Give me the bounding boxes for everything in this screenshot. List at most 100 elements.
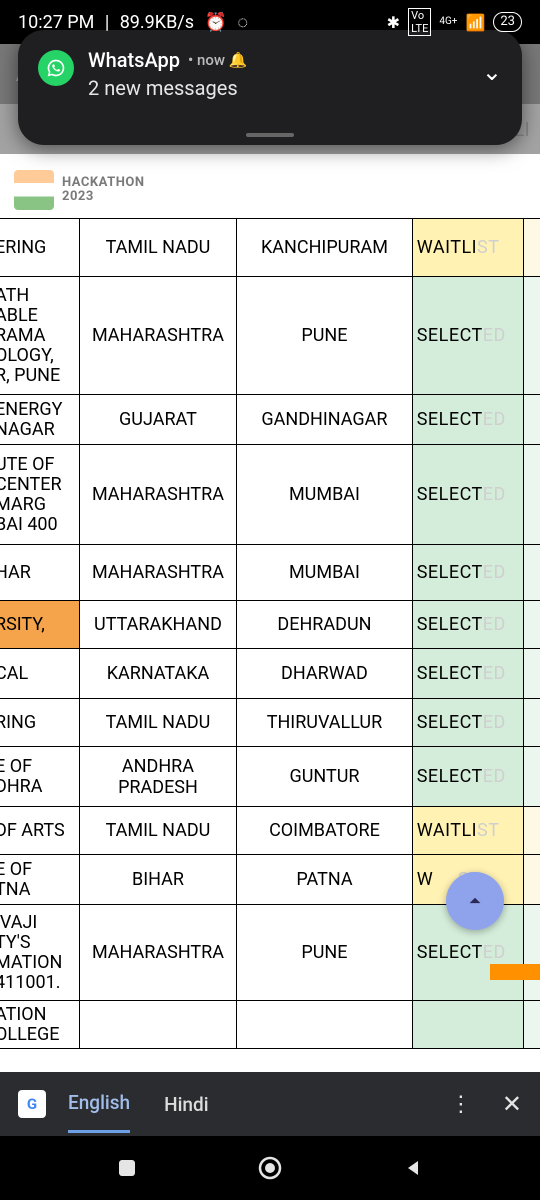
sih-header: HACKATHON 2023	[0, 162, 540, 218]
stripe-cell	[523, 545, 540, 601]
city-cell: PATNA	[237, 855, 413, 905]
status-cell: SELECTED	[412, 649, 523, 699]
table-row: UTE OFCENTERMARGBAI 400MAHARASHTRAMUMBAI…	[0, 445, 540, 545]
state-cell	[79, 1001, 236, 1049]
android-nav-bar	[0, 1136, 540, 1200]
status-time: 10:27 PM	[18, 12, 94, 33]
stripe-cell	[523, 1001, 540, 1049]
whatsapp-status-icon: ◌	[233, 12, 248, 33]
stripe-cell	[523, 807, 540, 855]
city-cell: THIRUVALLUR	[237, 699, 413, 747]
status-netspeed: 89.9KB/s	[120, 12, 194, 33]
status-cell	[412, 1001, 523, 1049]
status-cell: SELECTED	[412, 395, 523, 445]
table-row: HARMAHARASHTRAMUMBAISELECTED	[0, 545, 540, 601]
state-cell: TAMIL NADU	[79, 219, 236, 277]
lang-hindi[interactable]: Hindi	[164, 1093, 208, 1116]
battery-level: 23	[493, 12, 522, 32]
city-cell: COIMBATORE	[237, 807, 413, 855]
stripe-cell	[523, 601, 540, 649]
city-cell: PUNE	[237, 277, 413, 395]
city-cell: KANCHIPURAM	[237, 219, 413, 277]
status-cell: SELECTED	[412, 699, 523, 747]
notif-app-name: WhatsApp	[88, 48, 180, 72]
state-cell: GUJARAT	[79, 395, 236, 445]
stripe-cell	[523, 747, 540, 807]
results-table-viewport[interactable]: ERINGTAMIL NADUKANCHIPURAMWAITLISTATHABL…	[0, 218, 540, 1072]
table-row: CALKARNATAKADHARWADSELECTED	[0, 649, 540, 699]
state-cell: BIHAR	[79, 855, 236, 905]
city-cell: PUNE	[237, 905, 413, 1001]
institute-cell: RING	[0, 699, 79, 747]
state-cell: MAHARASHTRA	[79, 905, 236, 1001]
status-cell: WAITLIST	[412, 219, 523, 277]
stripe-cell	[523, 649, 540, 699]
institute-cell: UTE OFCENTERMARGBAI 400	[0, 445, 79, 545]
institute-cell: DF ARTS	[0, 807, 79, 855]
table-row: ATIONOLLEGE	[0, 1001, 540, 1049]
status-cell: SELECTED	[412, 277, 523, 395]
institute-cell: CAL	[0, 649, 79, 699]
institute-cell: RSITY,	[0, 601, 79, 649]
state-cell: MAHARASHTRA	[79, 545, 236, 601]
expand-chevron-icon[interactable]: ⌄	[482, 58, 502, 86]
status-cell: SELECTED	[412, 601, 523, 649]
state-cell: UTTARAKHAND	[79, 601, 236, 649]
scroll-top-fab[interactable]	[446, 872, 504, 930]
table-row: ERINGTAMIL NADUKANCHIPURAMWAITLIST	[0, 219, 540, 277]
android-status-bar: 10:27 PM | 89.9KB/s ⏰ ◌ ✱ VoLTE 4G+ 📶 23	[0, 0, 540, 44]
city-cell: GANDHINAGAR	[237, 395, 413, 445]
home-button[interactable]	[253, 1151, 287, 1185]
network-type: 4G+	[439, 17, 457, 27]
stripe-cell	[523, 395, 540, 445]
status-cell: SELECTED	[412, 445, 523, 545]
city-cell: MUMBAI	[237, 545, 413, 601]
table-row: E OFDHRAANDHRA PRADESHGUNTURSELECTED	[0, 747, 540, 807]
stripe-cell	[523, 699, 540, 747]
table-row: ATHABLERAMAOLOGY,R, PUNEMAHARASHTRAPUNES…	[0, 277, 540, 395]
institute-cell: IVAJITY'SMATION411001.	[0, 905, 79, 1001]
side-tab[interactable]	[490, 964, 540, 980]
alarm-icon: ⏰	[200, 12, 227, 33]
more-icon[interactable]: ⋮	[450, 1092, 474, 1117]
status-cell: SELECTED	[412, 747, 523, 807]
signal-icon: 📶	[465, 13, 485, 32]
stripe-cell	[523, 277, 540, 395]
status-cell: SELECTED	[412, 545, 523, 601]
institute-cell: ATIONOLLEGE	[0, 1001, 79, 1049]
institute-cell: ERING	[0, 219, 79, 277]
institute-cell: E OFTNA	[0, 855, 79, 905]
bluetooth-icon: ✱	[387, 13, 400, 32]
state-cell: TAMIL NADU	[79, 699, 236, 747]
city-cell: GUNTUR	[237, 747, 413, 807]
chrome-translate-bar: G English Hindi ⋮ ✕	[0, 1072, 540, 1136]
state-cell: ANDHRA PRADESH	[79, 747, 236, 807]
institute-cell: E OFDHRA	[0, 747, 79, 807]
status-cell: WAITLIST	[412, 807, 523, 855]
table-row: RINGTAMIL NADUTHIRUVALLURSELECTED	[0, 699, 540, 747]
city-cell: DEHRADUN	[237, 601, 413, 649]
stripe-cell	[523, 445, 540, 545]
stripe-cell	[523, 219, 540, 277]
back-button[interactable]	[396, 1151, 430, 1185]
institute-cell: HAR	[0, 545, 79, 601]
sih-logo-icon	[14, 170, 54, 210]
volte-icon: VoLTE	[408, 8, 431, 36]
stripe-cell	[523, 855, 540, 905]
close-translate-icon[interactable]: ✕	[502, 1090, 522, 1118]
state-cell: TAMIL NADU	[79, 807, 236, 855]
recents-button[interactable]	[110, 1151, 144, 1185]
drag-handle[interactable]	[246, 133, 294, 137]
city-cell: MUMBAI	[237, 445, 413, 545]
table-row: DF ARTSTAMIL NADUCOIMBATOREWAITLIST	[0, 807, 540, 855]
state-cell: MAHARASHTRA	[79, 445, 236, 545]
state-cell: MAHARASHTRA	[79, 277, 236, 395]
table-row: ENERGYNAGARGUJARATGANDHINAGARSELECTED	[0, 395, 540, 445]
institute-cell: ENERGYNAGAR	[0, 395, 79, 445]
city-cell	[237, 1001, 413, 1049]
lang-english[interactable]: English	[68, 1091, 130, 1133]
notif-message: 2 new messages	[88, 76, 482, 100]
table-row: RSITY,UTTARAKHANDDEHRADUNSELECTED	[0, 601, 540, 649]
whatsapp-notification[interactable]: WhatsApp • now 🔔 2 new messages ⌄	[18, 30, 522, 145]
whatsapp-icon	[38, 50, 74, 86]
